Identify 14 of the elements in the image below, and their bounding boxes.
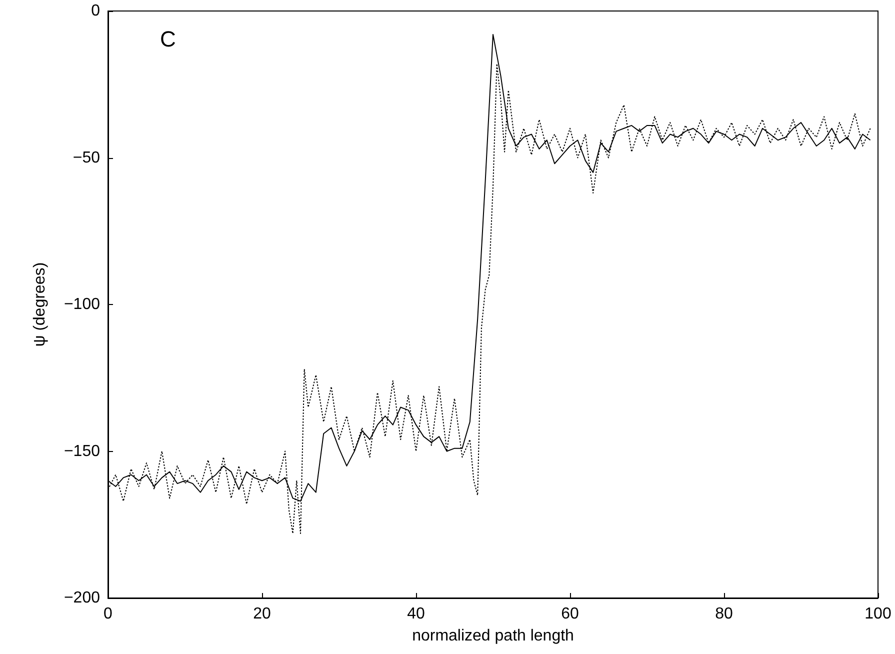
annotation: C [160, 26, 176, 52]
x-tick-label: 100 [864, 606, 892, 622]
x-tick-label: 60 [561, 606, 579, 622]
y-tick-label: −50 [72, 149, 100, 166]
x-axis-title: normalized path length [412, 628, 574, 644]
x-tick-label: 0 [104, 606, 113, 622]
x-tick-label: 40 [407, 606, 425, 622]
x-tick-label: 20 [253, 606, 271, 622]
y-tick-label: 0 [91, 2, 100, 20]
y-tick-label: −150 [64, 442, 100, 460]
y-tick-label: −100 [64, 296, 100, 313]
x-tick-label: 80 [715, 606, 733, 622]
y-axis-title: ψ (degrees) [32, 262, 48, 347]
y-tick-label: −200 [64, 590, 100, 606]
